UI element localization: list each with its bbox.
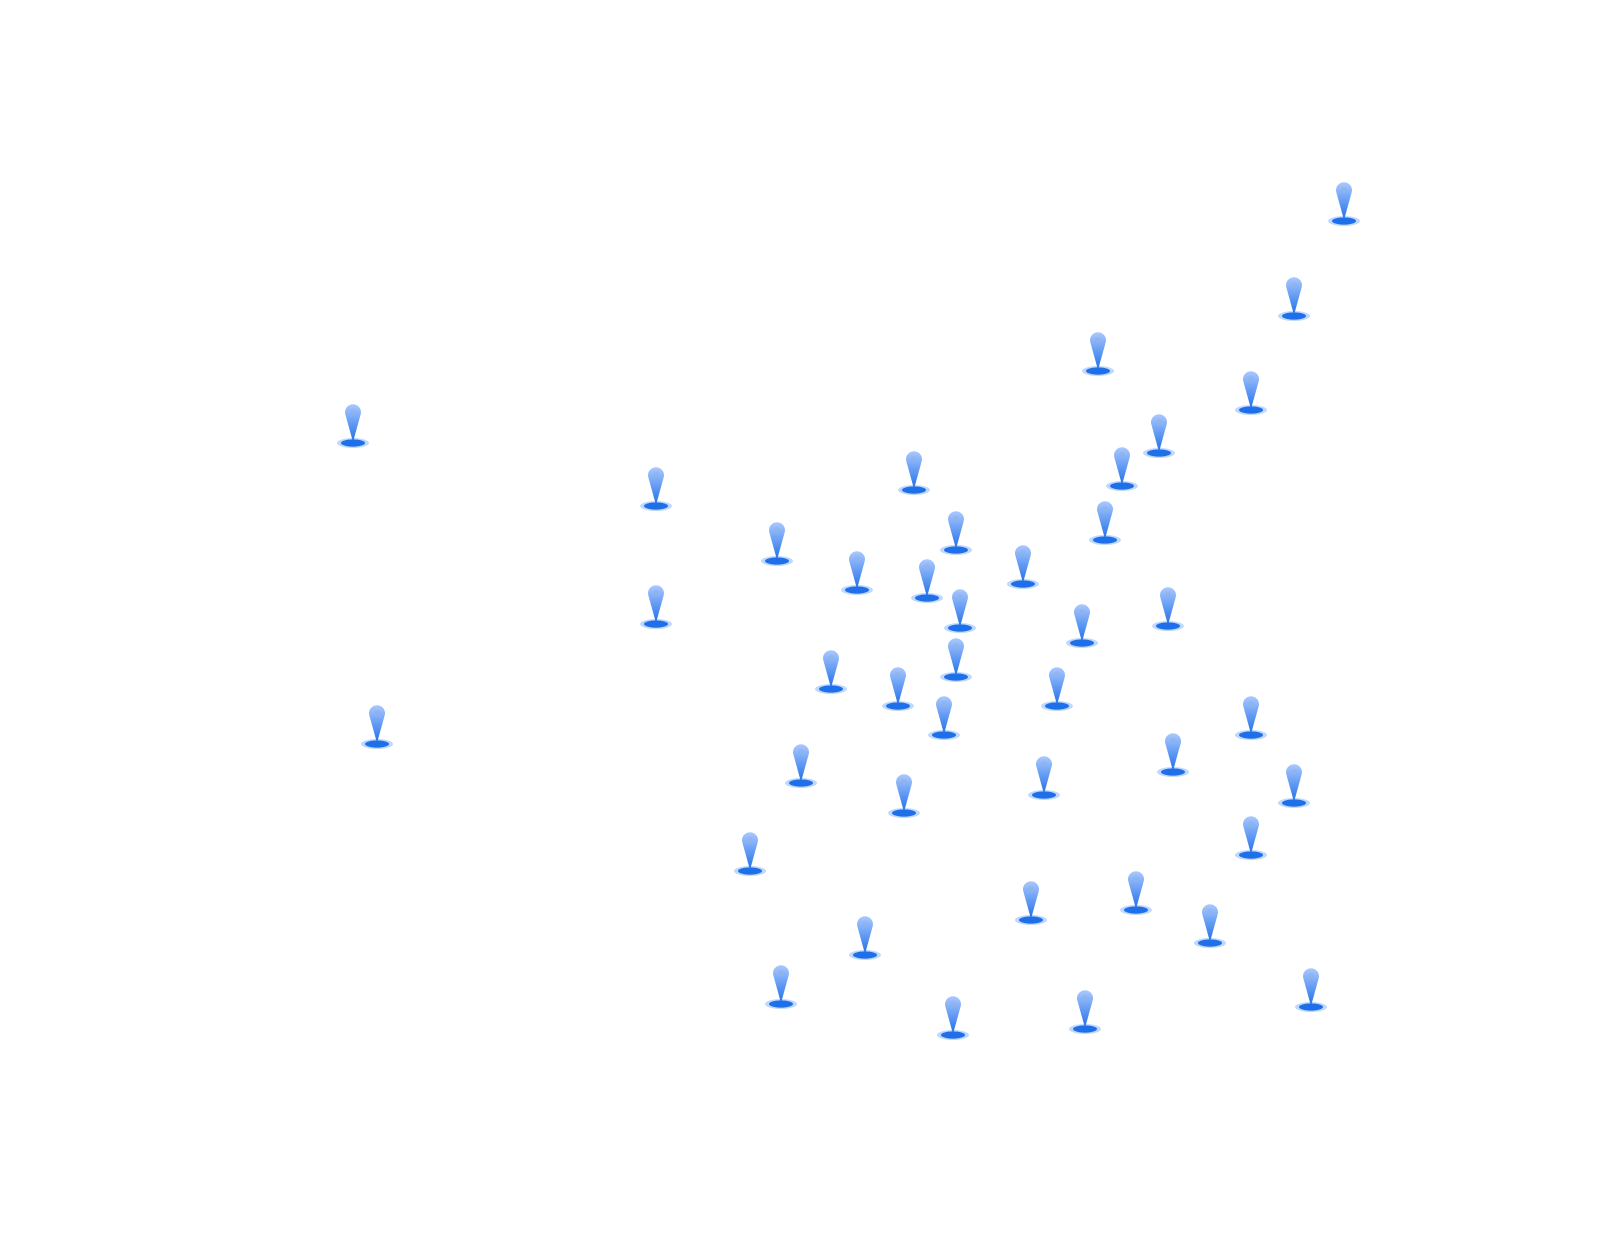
map-pin-icon: [360, 705, 393, 750]
map-pin-marker[interactable]: [811, 649, 851, 695]
map-pin-marker[interactable]: [1291, 967, 1331, 1013]
map-pin-marker[interactable]: [894, 450, 934, 496]
map-pin-icon: [1156, 733, 1189, 778]
map-pin-icon: [1234, 371, 1267, 415]
map-pin-marker[interactable]: [1231, 695, 1271, 741]
map-pin-icon: [815, 650, 848, 695]
map-pin-marker[interactable]: [1148, 586, 1188, 632]
map-pin-marker[interactable]: [1065, 989, 1105, 1035]
map-pin-icon: [888, 773, 921, 818]
map-pin-marker[interactable]: [1062, 603, 1102, 649]
map-pin-marker[interactable]: [933, 995, 973, 1041]
map-pin-marker[interactable]: [1190, 903, 1230, 949]
map-pin-icon: [936, 996, 969, 1040]
map-pin-marker[interactable]: [357, 704, 397, 750]
map-pin-icon: [734, 832, 767, 876]
map-pin-icon: [939, 511, 972, 556]
map-pin-marker[interactable]: [1231, 815, 1271, 861]
map-pin-icon: [1007, 545, 1040, 590]
map-pin-icon: [944, 589, 977, 633]
map-pin-icon: [841, 550, 874, 595]
map-pin-marker[interactable]: [761, 964, 801, 1010]
map-pin-icon: [336, 404, 369, 449]
map-pin-marker[interactable]: [1078, 331, 1118, 377]
map-pin-marker[interactable]: [333, 403, 373, 449]
map-pin-marker[interactable]: [1003, 544, 1043, 590]
map-pin-icon: [1294, 968, 1327, 1012]
map-pin-icon: [848, 916, 881, 960]
map-pin-marker[interactable]: [907, 558, 947, 604]
map-pin-icon: [910, 559, 943, 603]
map-pin-icon: [927, 696, 960, 740]
map-pin-icon: [1028, 756, 1061, 801]
map-pin-marker[interactable]: [1116, 870, 1156, 916]
map-pin-marker[interactable]: [781, 743, 821, 789]
map-pin-marker[interactable]: [636, 466, 676, 512]
map-pin-icon: [939, 637, 972, 682]
map-pin-icon: [1119, 871, 1152, 916]
map-pin-icon: [1234, 816, 1267, 861]
map-pin-icon: [1151, 587, 1184, 631]
map-pin-marker[interactable]: [1102, 446, 1142, 492]
map-pin-icon: [898, 451, 931, 495]
map-pin-marker[interactable]: [1153, 732, 1193, 778]
map-pin-icon: [640, 585, 673, 629]
map-pin-marker[interactable]: [936, 510, 976, 556]
map-pin-marker[interactable]: [1037, 666, 1077, 712]
map-pin-marker[interactable]: [730, 831, 770, 877]
map-pin-icon: [1278, 764, 1311, 809]
map-pin-icon: [761, 521, 794, 566]
map-pin-marker[interactable]: [1085, 500, 1125, 546]
map-pin-marker[interactable]: [940, 588, 980, 634]
map-pin-marker[interactable]: [884, 773, 924, 819]
map-pin-marker[interactable]: [845, 915, 885, 961]
map-pin-marker[interactable]: [1231, 370, 1271, 416]
map-pin-icon: [764, 964, 797, 1009]
map-pin-marker[interactable]: [1139, 413, 1179, 459]
map-pin-marker[interactable]: [1274, 276, 1314, 322]
map-pin-icon: [1106, 446, 1139, 491]
map-pin-icon: [1014, 880, 1047, 925]
map-pin-marker[interactable]: [757, 521, 797, 567]
map-pin-icon: [1082, 331, 1115, 376]
map-pin-icon: [1194, 903, 1227, 948]
map-pin-icon: [785, 743, 818, 788]
map-pin-icon: [1065, 603, 1098, 648]
map-pin-icon: [1328, 182, 1361, 227]
map-pin-icon: [1234, 696, 1267, 740]
map-pin-icon: [1278, 276, 1311, 321]
map-pin-marker[interactable]: [837, 550, 877, 596]
map-pin-marker[interactable]: [1024, 755, 1064, 801]
map-pin-marker[interactable]: [1324, 181, 1364, 227]
map-pin-icon: [1068, 989, 1101, 1034]
map-pin-marker[interactable]: [1011, 880, 1051, 926]
map-pin-icon: [1089, 500, 1122, 545]
map-pin-marker[interactable]: [878, 666, 918, 712]
map-pin-marker[interactable]: [636, 584, 676, 630]
map-pin-marker[interactable]: [936, 637, 976, 683]
map-pin-marker[interactable]: [1274, 763, 1314, 809]
map-pin-icon: [640, 466, 673, 511]
map-pin-icon: [1040, 667, 1073, 711]
map-pin-icon: [1143, 413, 1176, 458]
map-pin-marker[interactable]: [924, 695, 964, 741]
map-pin-icon: [881, 667, 914, 711]
